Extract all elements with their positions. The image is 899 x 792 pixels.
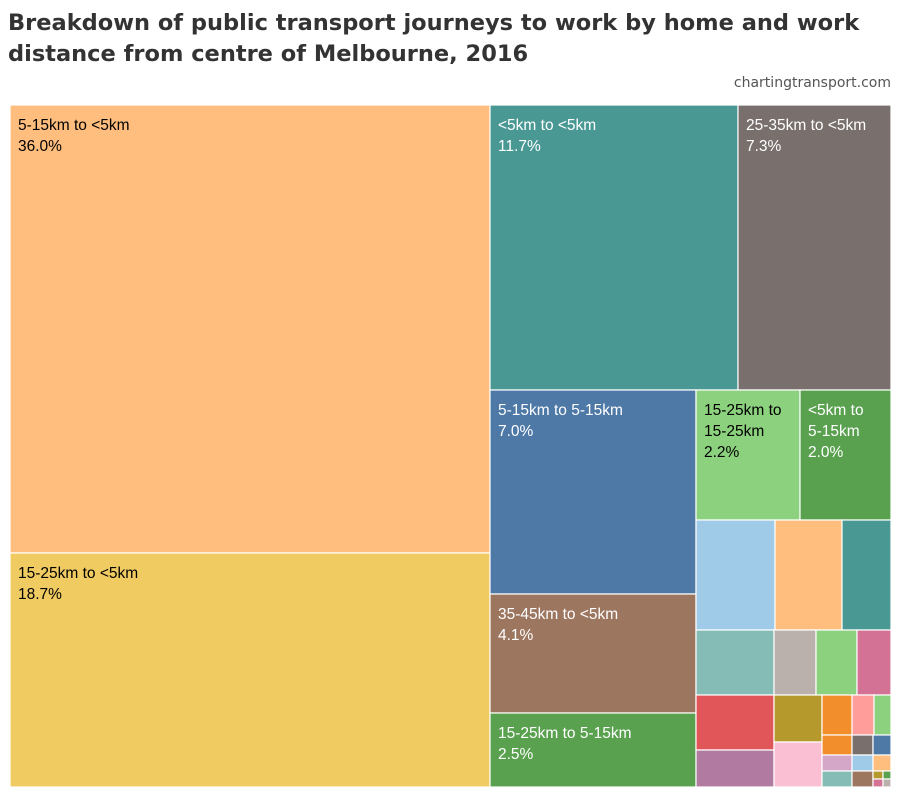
treemap-tile — [489, 712, 697, 787]
treemap-tile-small — [872, 770, 884, 780]
tile-label: 25-35km to <5km 7.3% — [746, 117, 866, 155]
tile-label: 5-15km to <5km 36.0% — [18, 117, 130, 155]
tile-label: 15-25km to <5km 18.7% — [18, 565, 138, 603]
treemap-tile-small — [773, 629, 817, 696]
treemap-tile-small — [841, 519, 891, 631]
tile-value: 4.1% — [498, 627, 534, 644]
treemap-tile-small — [851, 770, 874, 787]
treemap-tile-small — [695, 519, 776, 631]
source-credit: chartingtransport.com — [733, 75, 891, 91]
treemap-tile-small — [773, 741, 823, 787]
treemap-tile-small — [815, 629, 858, 696]
treemap-tile — [799, 389, 891, 521]
treemap-tile-small — [821, 734, 853, 756]
treemap-tile-small — [774, 519, 843, 631]
tile-value: 2.2% — [704, 444, 740, 461]
tile-label: 15-25km to 15-25km 2.2% — [704, 402, 782, 461]
treemap-tile-small — [851, 734, 874, 756]
treemap-tile-small — [873, 694, 891, 736]
treemap-tile-small — [695, 629, 775, 696]
treemap-tile — [489, 389, 697, 595]
tile-value: 7.0% — [498, 423, 534, 440]
treemap-tile-small — [856, 629, 891, 696]
tile-value: 36.0% — [18, 138, 62, 155]
treemap-tile-small — [851, 694, 875, 736]
treemap-tile-small — [882, 778, 891, 787]
treemap-tile-small — [872, 754, 891, 772]
treemap-tile-small — [821, 754, 853, 772]
treemap-chart: 5-15km to <5km 36.0% 15-25km to <5km 18.7% <… — [10, 105, 891, 787]
tile-label: 35-45km to <5km 4.1% — [498, 606, 618, 644]
tile-value: 2.0% — [808, 444, 844, 461]
tile-label: 15-25km to 5-15km 2.5% — [498, 725, 632, 763]
treemap-tile-small — [872, 778, 884, 787]
treemap-tile-small — [695, 694, 775, 751]
treemap-tile — [695, 389, 801, 521]
tile-value: 2.5% — [498, 746, 534, 763]
treemap-tile-small — [821, 770, 853, 787]
treemap-tile-small — [695, 749, 775, 787]
treemap-tile-small — [851, 754, 874, 772]
treemap-tile-small — [882, 770, 891, 780]
treemap-tile — [10, 105, 491, 554]
tile-label: <5km to 5-15km 2.0% — [808, 402, 864, 461]
treemap-tile-small — [872, 734, 891, 756]
tile-value: 7.3% — [746, 138, 782, 155]
tile-label: 5-15km to 5-15km 7.0% — [498, 402, 623, 440]
tile-value: 11.7% — [498, 138, 541, 155]
tile-label: <5km to <5km 11.7% — [498, 117, 596, 155]
tile-value: 18.7% — [18, 586, 62, 603]
treemap-tile-small — [821, 694, 853, 736]
chart-title: Breakdown of public transport journeys t… — [8, 10, 860, 67]
treemap-tile-small — [773, 694, 823, 743]
treemap-tile — [10, 552, 491, 787]
